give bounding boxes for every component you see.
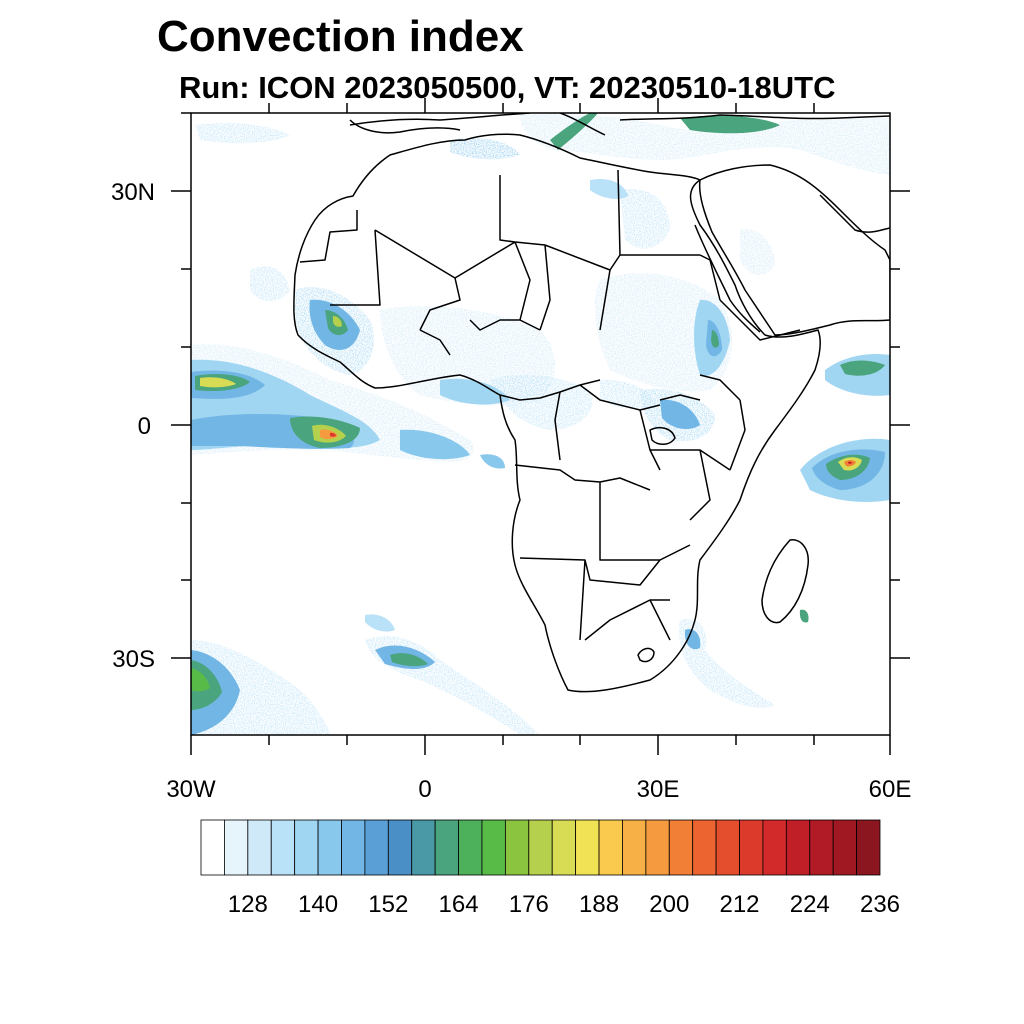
axis-labels: 30W 0 30E 60E 30N 0 30S	[111, 179, 911, 803]
lat-label-30s: 30S	[112, 646, 155, 673]
lon-label-0: 0	[418, 776, 431, 803]
region-west-atlantic-equatorial	[191, 344, 474, 462]
colorbar	[200, 819, 881, 876]
colorbar-swatch	[528, 819, 553, 876]
colorbar-label: 212	[719, 891, 759, 918]
region-south-atlantic-front	[365, 614, 540, 735]
colorbar-swatch	[762, 819, 787, 876]
region-arabian-sea	[825, 353, 890, 396]
colorbar-label: 140	[298, 891, 338, 918]
colorbar-swatch	[411, 819, 436, 876]
colorbar-swatch	[622, 819, 647, 876]
convection-field	[191, 113, 890, 735]
colorbar-label: 188	[579, 891, 619, 918]
colorbar-swatch	[364, 819, 389, 876]
africa-coastline	[293, 133, 821, 693]
colorbar-swatch	[458, 819, 483, 876]
iberia-coastline	[349, 119, 461, 134]
region-east-africa-highlands	[594, 189, 775, 442]
colorbar-swatch	[294, 819, 319, 876]
red-sea-coast	[694, 224, 761, 333]
region-southwest-corner	[191, 640, 330, 735]
colorbar-swatch	[341, 819, 366, 876]
colorbar-swatch	[317, 819, 342, 876]
country-borders	[299, 169, 801, 641]
arabia-coastline	[698, 164, 890, 336]
colorbar-swatch	[270, 819, 296, 876]
colorbar-swatch	[856, 819, 881, 876]
map-subtitle: Run: ICON 2023050500, VT: 20230510-18UTC	[179, 70, 836, 105]
colorbar-swatch	[200, 819, 225, 876]
colorbar-label: 128	[228, 891, 268, 918]
colorbar-label: 176	[509, 891, 549, 918]
colorbar-label: 224	[790, 891, 830, 918]
colorbar-label: 152	[368, 891, 408, 918]
lat-label-0: 0	[138, 413, 151, 440]
region-southeast-africa-coast	[679, 609, 809, 708]
lon-label-30w: 30W	[166, 776, 216, 803]
colorbar-swatch	[668, 819, 694, 876]
colorbar-swatch	[224, 819, 249, 876]
colorbar-swatch	[832, 819, 857, 876]
colorbar-swatch	[434, 819, 459, 876]
region-west-africa-coast	[250, 266, 374, 375]
coastlines-borders	[293, 113, 890, 693]
colorbar-swatch	[715, 819, 740, 876]
map-title: Convection index	[157, 12, 524, 61]
europe-coastline	[349, 113, 890, 136]
colorbar-swatch	[504, 819, 530, 876]
lake-victoria	[649, 426, 676, 445]
gulf-coast	[819, 194, 890, 233]
region-mediterranean	[195, 113, 890, 199]
colorbar-swatch	[247, 819, 272, 876]
map-frame	[190, 112, 891, 736]
colorbar-swatch	[481, 819, 506, 876]
colorbar-swatch	[692, 819, 717, 876]
region-indian-ocean-cyclone	[800, 438, 890, 502]
colorbar-labels: 128 140 152 164 176 188 200 212 224 236	[228, 891, 900, 918]
lon-label-60e: 60E	[869, 776, 912, 803]
axis-ticks	[171, 98, 910, 755]
madagascar-coastline	[761, 539, 809, 624]
colorbar-label: 164	[439, 891, 479, 918]
colorbar-swatch	[645, 819, 670, 876]
colorbar-swatch	[739, 819, 764, 876]
colorbar-swatch	[785, 819, 811, 876]
colorbar-swatch	[598, 819, 623, 876]
lat-label-30n: 30N	[111, 179, 155, 206]
colorbar-label: 200	[649, 891, 689, 918]
lesotho-border	[637, 647, 655, 663]
colorbar-swatch	[387, 819, 413, 876]
colorbar-swatch	[809, 819, 834, 876]
colorbar-label: 236	[860, 891, 900, 918]
colorbar-swatch	[575, 819, 600, 876]
lon-label-30e: 30E	[637, 776, 680, 803]
colorbar-swatch	[551, 819, 577, 876]
